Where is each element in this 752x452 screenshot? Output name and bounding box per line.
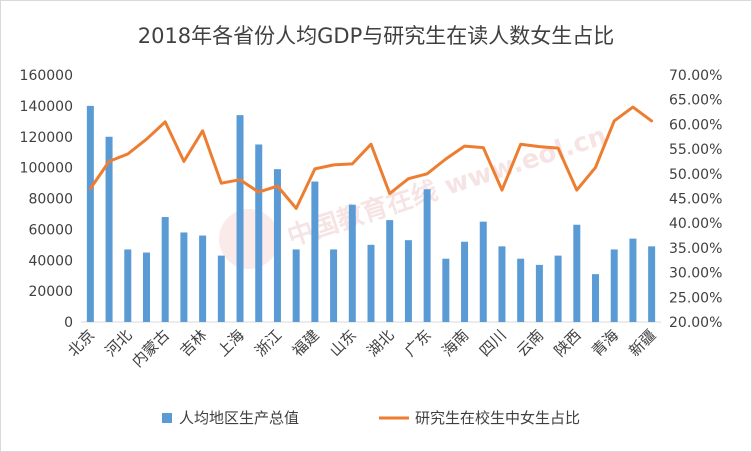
bar [199, 236, 206, 322]
legend-label-bar: 人均地区生产总值 [179, 409, 299, 427]
bar [424, 189, 431, 322]
left-y-tick-label: 120000 [20, 130, 73, 146]
x-tick-label: 四川 [476, 326, 510, 360]
x-tick-label: 广东 [401, 326, 435, 360]
x-tick-label: 浙江 [251, 326, 285, 360]
right-y-tick-label: 45.00% [669, 192, 722, 208]
left-y-tick-label: 60000 [28, 222, 73, 238]
x-tick-label: 山东 [326, 326, 360, 360]
x-tick-label: 陕西 [551, 326, 585, 360]
right-y-tick-label: 25.00% [669, 290, 722, 306]
bar [648, 246, 655, 322]
bar [573, 225, 580, 322]
bar [555, 256, 562, 322]
bar [480, 222, 487, 322]
bar [349, 205, 356, 322]
right-y-tick-label: 20.00% [669, 315, 722, 331]
x-tick-label: 上海 [214, 326, 248, 360]
x-tick-label: 青海 [588, 326, 622, 360]
legend: 人均地区生产总值 研究生在校生中女生占比 [162, 409, 580, 427]
bar [386, 220, 393, 322]
x-tick-label: 北京 [64, 326, 98, 360]
bar [255, 144, 262, 322]
left-y-tick-label: 100000 [20, 161, 73, 177]
bar [274, 169, 281, 322]
legend-label-line: 研究生在校生中女生占比 [415, 409, 580, 427]
bar [124, 249, 131, 322]
bar [442, 259, 449, 322]
right-y-tick-label: 50.00% [669, 167, 722, 183]
x-tick-label: 福建 [289, 326, 323, 360]
right-y-tick-label: 65.00% [669, 93, 722, 109]
right-y-tick-label: 55.00% [669, 142, 722, 158]
bar [162, 217, 169, 322]
right-y-tick-label: 35.00% [669, 241, 722, 257]
left-y-tick-label: 0 [64, 315, 73, 331]
bar [629, 239, 636, 322]
watermark-text: 中国教育在线 www.eol.cn [284, 120, 611, 253]
bar [498, 246, 505, 322]
right-y-tick-label: 60.00% [669, 117, 722, 133]
left-y-tick-label: 160000 [20, 68, 73, 84]
left-y-tick-label: 80000 [28, 192, 73, 208]
bar [311, 182, 318, 322]
right-y-tick-label: 40.00% [669, 216, 722, 232]
left-y-tick-label: 140000 [20, 99, 73, 115]
bar [461, 242, 468, 322]
bar [536, 265, 543, 322]
right-y-tick-label: 30.00% [669, 266, 722, 282]
bar [180, 232, 187, 322]
left-y-tick-label: 20000 [28, 284, 73, 300]
x-tick-label: 云南 [513, 326, 547, 360]
x-tick-label: 内蒙古 [128, 326, 173, 371]
x-tick-label: 湖北 [364, 326, 398, 360]
right-y-tick-label: 70.00% [669, 68, 722, 84]
bar [368, 245, 375, 322]
bar [143, 253, 150, 322]
x-tick-label: 新疆 [626, 326, 660, 360]
legend-bar-swatch [162, 413, 172, 423]
bar [330, 249, 337, 322]
chart-title: 2018年各省份人均GDP与研究生在读人数女生占比 [138, 24, 615, 48]
bar [87, 106, 94, 322]
bar [611, 249, 618, 322]
left-y-tick-label: 40000 [28, 253, 73, 269]
bar [405, 240, 412, 322]
bar [517, 259, 524, 322]
x-tick-label: 海南 [438, 326, 472, 360]
bar [237, 115, 244, 322]
watermark-circle [219, 209, 279, 269]
bar [293, 249, 300, 322]
bar [218, 256, 225, 322]
bar [592, 274, 599, 322]
x-tick-label: 吉林 [176, 326, 210, 360]
